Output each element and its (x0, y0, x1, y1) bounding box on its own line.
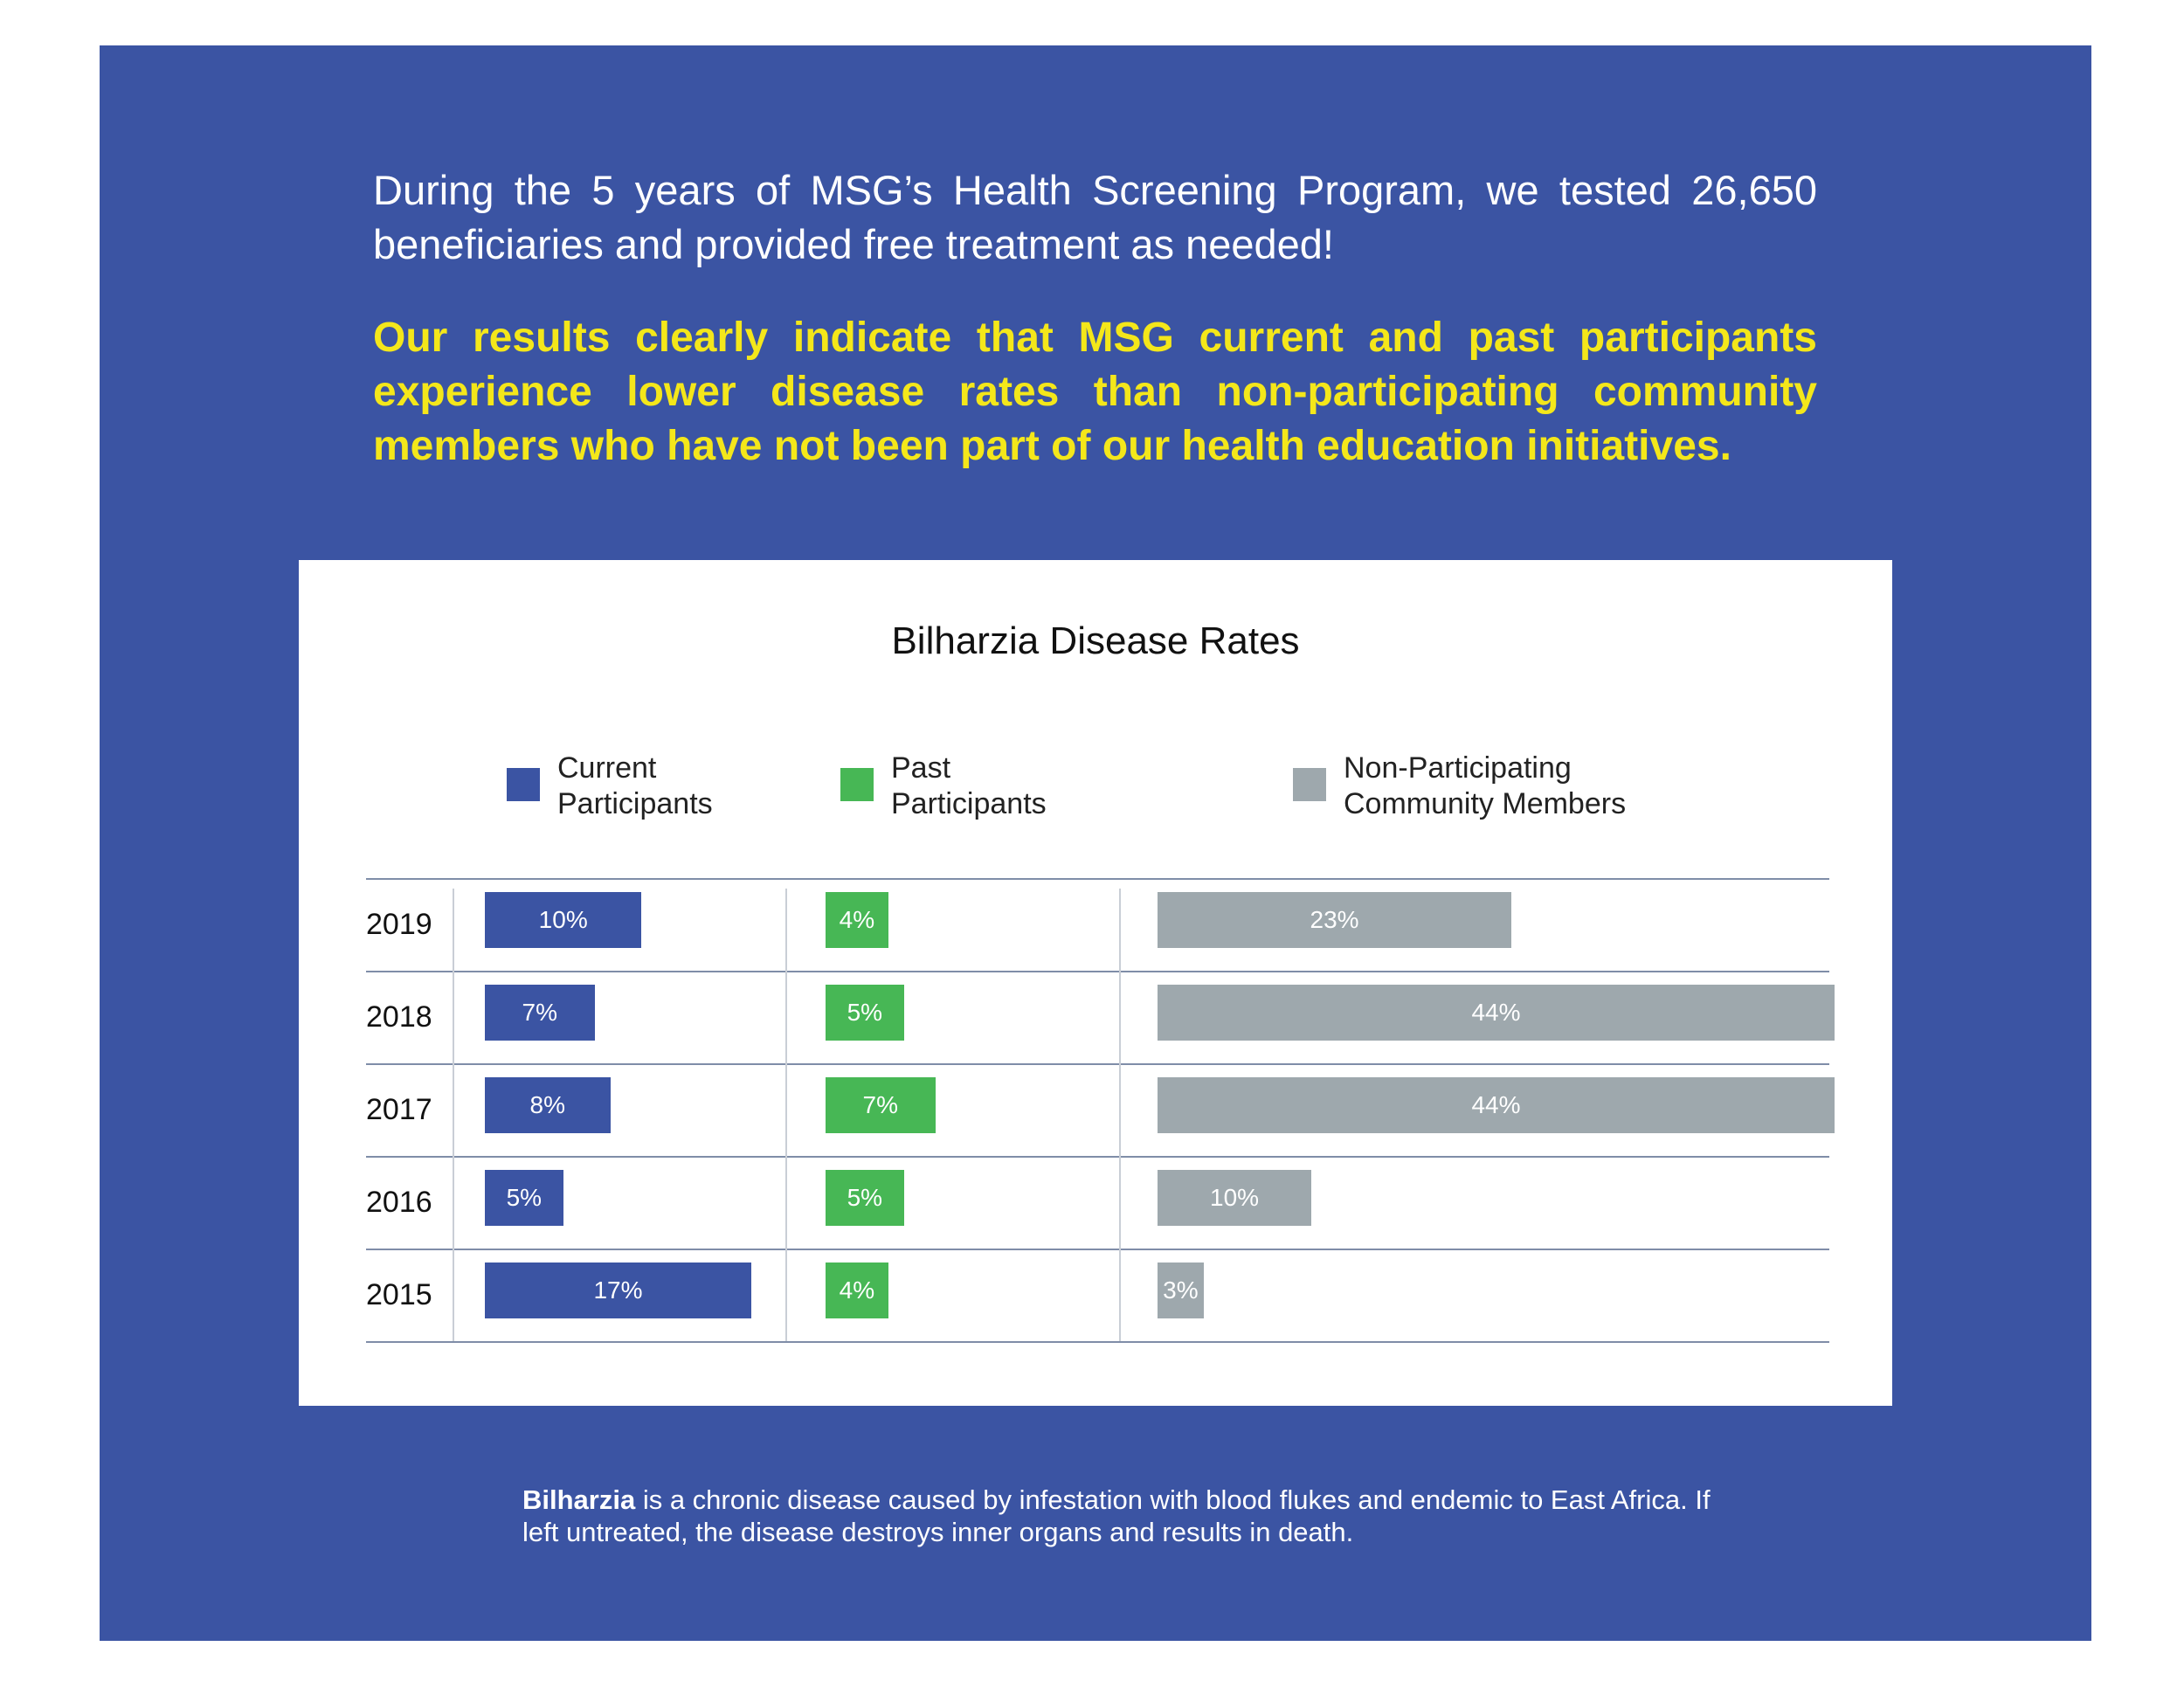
bar-value-label: 5% (506, 1184, 543, 1211)
footnote-text: is a chronic disease caused by infestati… (522, 1484, 1711, 1547)
footnote: Bilharzia is a chronic disease caused by… (522, 1484, 1745, 1548)
bar-value-label: 5% (847, 999, 883, 1026)
bar-value-label: 44% (1471, 1091, 1521, 1118)
grid-row-line (366, 1341, 1829, 1343)
legend-line: Current (557, 751, 657, 785)
year-label: 2017 (366, 1093, 432, 1126)
bar-past (826, 1263, 888, 1318)
bar-past (826, 985, 904, 1041)
legend-line: Participants (891, 787, 1047, 820)
grid-row-line (366, 1156, 1829, 1158)
legend-line: Community Members (1344, 787, 1627, 820)
bar-value-label: 10% (1210, 1184, 1260, 1211)
legend-label-non: Non-Participating Community Members (1344, 751, 1693, 822)
bar-past (826, 1077, 936, 1133)
grid-row-line (366, 971, 1829, 972)
legend-label-current: Current Participants (557, 751, 907, 822)
bar-past (826, 1170, 904, 1226)
bar-value-label: 8% (529, 1091, 565, 1118)
bar-value-label: 3% (1163, 1276, 1199, 1304)
bar-value-label: 44% (1471, 999, 1521, 1026)
chart-title: Bilharzia Disease Rates (891, 619, 1300, 662)
bar-value-label: 23% (1310, 906, 1359, 933)
bar-value-label: 5% (847, 1184, 883, 1211)
bar-value-label: 4% (839, 1276, 875, 1304)
year-label: 2019 (366, 908, 432, 941)
chart-card: Bilharzia Disease Rates Current Particip… (299, 560, 1892, 1406)
bar-non (1158, 1263, 1204, 1318)
bar-non (1158, 1170, 1312, 1226)
legend-label-past: Past Participants (891, 751, 1241, 822)
year-label: 2016 (366, 1186, 432, 1219)
bar-current (485, 985, 595, 1041)
bar-current (485, 892, 642, 948)
grid-row-line (366, 1249, 1829, 1250)
legend-swatch-non (1293, 768, 1326, 801)
column-divider (1119, 889, 1121, 1341)
legend-swatch-past (840, 768, 874, 801)
bar-current (485, 1170, 563, 1226)
legend-line: Participants (557, 787, 713, 820)
bar-past (826, 892, 888, 948)
intro-highlight: Our results clearly indicate that MSG cu… (373, 315, 1817, 469)
bar-non (1158, 892, 1512, 948)
legend-line: Past (891, 751, 951, 785)
column-divider (785, 889, 787, 1341)
year-label: 2015 (366, 1278, 432, 1311)
bar-current (485, 1077, 611, 1133)
legend-swatch-current (507, 768, 540, 801)
grid-row-line (366, 1063, 1829, 1065)
bar-value-label: 7% (862, 1091, 899, 1118)
intro-text: During the 5 years of MSG’s Health Scree… (373, 167, 1817, 267)
legend-line: Non-Participating (1344, 751, 1572, 785)
bar-non (1158, 985, 1835, 1041)
footnote-term: Bilharzia (522, 1484, 636, 1515)
bar-non (1158, 1077, 1835, 1133)
bar-value-label: 4% (839, 906, 875, 933)
bar-current (485, 1263, 751, 1318)
column-divider (453, 889, 454, 1341)
bar-value-label: 10% (538, 906, 588, 933)
bar-value-label: 7% (522, 999, 558, 1026)
grid-row-line (366, 878, 1829, 880)
year-label: 2018 (366, 1000, 432, 1034)
bar-value-label: 17% (593, 1276, 643, 1304)
